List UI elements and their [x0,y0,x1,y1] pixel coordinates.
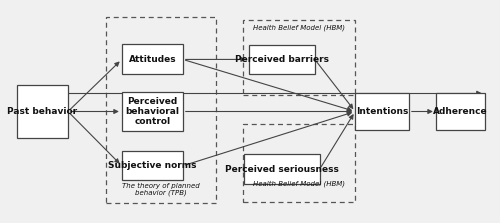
Bar [122,92,183,131]
Text: Adherence: Adherence [433,107,488,116]
Bar [244,154,320,184]
Bar [106,17,216,203]
Bar [355,93,409,130]
Bar [242,20,355,95]
Text: Attitudes: Attitudes [128,55,176,64]
Text: Subjective norms: Subjective norms [108,161,196,170]
Text: Health Belief Model (HBM): Health Belief Model (HBM) [253,180,345,187]
Text: Health Belief Model (HBM): Health Belief Model (HBM) [253,24,345,31]
Text: Intentions: Intentions [356,107,408,116]
Bar [242,124,355,202]
Text: Perceived
behavioral
control: Perceived behavioral control [126,97,180,126]
Bar [122,44,183,74]
Text: Perceived barriers: Perceived barriers [235,55,329,64]
Bar [249,45,315,74]
Bar [436,93,484,130]
Text: Perceived seriousness: Perceived seriousness [225,165,339,174]
Text: Past behavior: Past behavior [8,107,78,116]
Text: The theory of planned
behavior (TPB): The theory of planned behavior (TPB) [122,183,200,196]
Bar [16,85,68,138]
Bar [122,151,183,180]
